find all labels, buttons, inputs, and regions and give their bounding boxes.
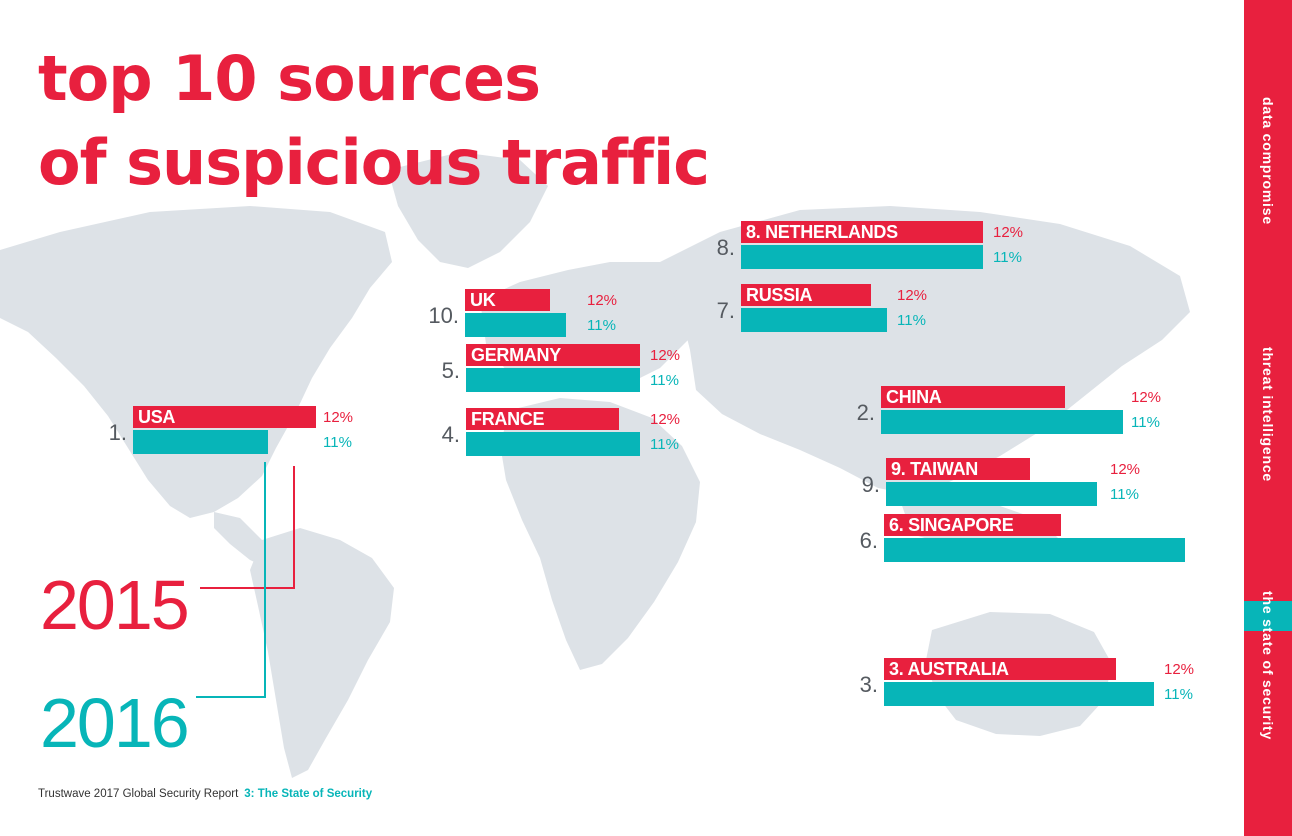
pct-label-2015: 12% <box>897 287 928 304</box>
pct-label-2016: 11% <box>897 312 926 329</box>
map-south-america <box>250 528 394 778</box>
bar-2016 <box>465 313 566 337</box>
pct-label-2016: 11% <box>323 434 352 451</box>
rank-number: 6. <box>859 528 878 553</box>
bar-2016 <box>741 245 983 269</box>
country-label: CHINA <box>886 387 942 407</box>
pct-label-2016: 11% <box>993 249 1022 266</box>
rank-number: 7. <box>716 298 735 323</box>
title-line-1: top 10 sources <box>38 42 541 115</box>
bar-2016 <box>881 410 1123 434</box>
bar-2015: 3. AUSTRALIA <box>884 658 1116 680</box>
map-north-america <box>0 206 392 518</box>
sidebar: data compromise threat intelligence the … <box>1244 0 1292 836</box>
rank-number: 4. <box>441 422 460 447</box>
footer-section: 3: The State of Security <box>244 788 373 800</box>
map-asia <box>660 206 1190 496</box>
bar-2015: RUSSIA <box>741 284 871 306</box>
bar-2016 <box>133 430 268 454</box>
country-label: UK <box>470 290 496 310</box>
rank-number: 1. <box>108 420 127 445</box>
bar-2016 <box>886 482 1097 506</box>
pct-label-2015: 12% <box>323 409 354 426</box>
bar-2016 <box>466 432 640 456</box>
bar-2016 <box>884 682 1154 706</box>
pct-label-2016: 11% <box>1131 414 1160 431</box>
pct-label-2016: 11% <box>650 436 679 453</box>
rank-number: 3. <box>859 672 878 697</box>
bar-2015: UK <box>465 289 550 311</box>
sidebar-item-the-state-of-security[interactable]: the state of security <box>1260 591 1276 741</box>
rank-number: 9. <box>861 472 880 497</box>
pct-label-2015: 12% <box>993 224 1024 241</box>
footer-report: Trustwave 2017 Global Security Report <box>38 788 239 800</box>
bar-2016 <box>741 308 887 332</box>
sidebar-item-data-compromise[interactable]: data compromise <box>1260 97 1276 225</box>
pct-label-2015: 12% <box>650 411 681 428</box>
sidebar-item-threat-intelligence[interactable]: threat intelligence <box>1260 347 1276 483</box>
bar-2015: USA <box>133 406 316 428</box>
map-greenland <box>388 152 548 268</box>
rank-number: 10. <box>428 303 459 328</box>
sidebar-active-marker <box>1244 601 1292 631</box>
pct-label-2015: 12% <box>1110 461 1141 478</box>
rank-number: 5. <box>441 358 460 383</box>
pct-label-2016: 11% <box>1164 686 1193 703</box>
legend-year-2015: 2015 <box>40 566 190 644</box>
pct-label-2015: 12% <box>1131 389 1162 406</box>
bar-2016 <box>884 538 1185 562</box>
country-label: FRANCE <box>471 409 545 429</box>
bar-2015: GERMANY <box>466 344 640 366</box>
country-label: 8. NETHERLANDS <box>746 222 898 242</box>
connector-2015-vertical <box>293 466 295 588</box>
bar-2015: FRANCE <box>466 408 619 430</box>
connector-2016-horizontal <box>196 696 266 698</box>
rank-number: 2. <box>856 400 875 425</box>
country-label: 6. SINGAPORE <box>889 515 1014 535</box>
map-africa <box>500 398 700 670</box>
pct-label-2016: 11% <box>1110 486 1139 503</box>
legend-year-2016: 2016 <box>40 684 190 762</box>
pct-label-2015: 12% <box>587 292 618 309</box>
country-label: 9. TAIWAN <box>891 459 978 479</box>
connector-2015-horizontal <box>200 587 295 589</box>
pct-label-2015: 12% <box>650 347 681 364</box>
country-label: USA <box>138 407 176 427</box>
pct-label-2015: 12% <box>1164 661 1195 678</box>
bar-2016 <box>466 368 640 392</box>
country-label: RUSSIA <box>746 285 813 305</box>
country-label: GERMANY <box>471 345 561 365</box>
title-line-2: of suspicious traffic <box>38 126 710 199</box>
pct-label-2016: 11% <box>650 372 679 389</box>
bar-2015: 6. SINGAPORE <box>884 514 1061 536</box>
connector-2016-vertical <box>264 462 266 698</box>
footer: Trustwave 2017 Global Security Report 3: … <box>38 788 372 800</box>
pct-label-2016: 11% <box>587 317 616 334</box>
country-label: 3. AUSTRALIA <box>889 659 1009 679</box>
bar-2015: 8. NETHERLANDS <box>741 221 983 243</box>
bar-2015: 9. TAIWAN <box>886 458 1030 480</box>
rank-number: 8. <box>716 235 735 260</box>
bar-2015: CHINA <box>881 386 1065 408</box>
